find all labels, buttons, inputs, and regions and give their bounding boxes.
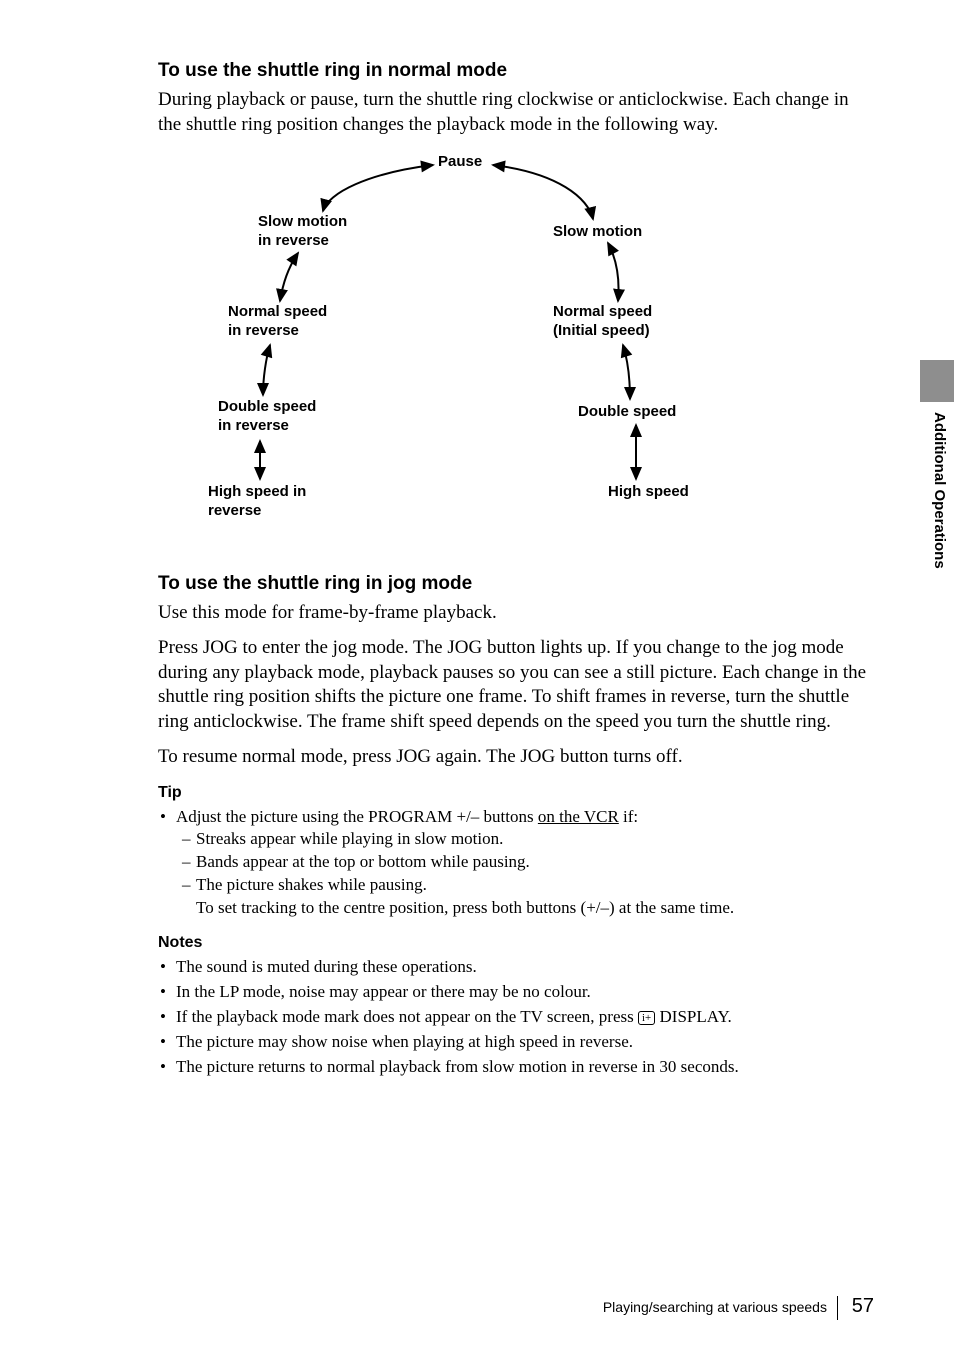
tip-sub-plain: To set tracking to the centre position, …: [176, 897, 874, 920]
display-icon: i+: [638, 1011, 655, 1025]
diagram-arrows: [158, 153, 878, 553]
notes-heading: Notes: [158, 934, 874, 952]
tip-text-post: if:: [619, 807, 638, 826]
para-jog-2: Press JOG to enter the jog mode. The JOG…: [158, 636, 874, 735]
notes-item-3: If the playback mode mark does not appea…: [158, 1006, 874, 1029]
tip-sub-3: The picture shakes while pausing.: [176, 874, 874, 897]
tip-item: Adjust the picture using the PROGRAM +/–…: [158, 806, 874, 921]
heading-normal-mode: To use the shuttle ring in normal mode: [158, 60, 874, 82]
tip-text-pre: Adjust the picture using the PROGRAM +/–…: [176, 807, 538, 826]
heading-jog-mode: To use the shuttle ring in jog mode: [158, 573, 874, 595]
notes-item-4: The picture may show noise when playing …: [158, 1031, 874, 1054]
notes-list: The sound is muted during these operatio…: [158, 956, 874, 1079]
para-normal-mode: During playback or pause, turn the shutt…: [158, 88, 874, 137]
notes-item-2: In the LP mode, noise may appear or ther…: [158, 981, 874, 1004]
tip-text-underline: on the VCR: [538, 807, 619, 826]
notes-3-post: DISPLAY.: [655, 1007, 732, 1026]
footer-divider: [837, 1296, 838, 1320]
tip-sub-1: Streaks appear while playing in slow mot…: [176, 828, 874, 851]
tip-heading: Tip: [158, 784, 874, 802]
page-footer: Playing/searching at various speeds 57: [603, 1295, 874, 1320]
tip-list: Adjust the picture using the PROGRAM +/–…: [158, 806, 874, 921]
notes-item-1: The sound is muted during these operatio…: [158, 956, 874, 979]
side-tab: [920, 360, 954, 402]
tip-sub-2: Bands appear at the top or bottom while …: [176, 851, 874, 874]
footer-text: Playing/searching at various speeds: [603, 1299, 827, 1315]
para-jog-1: Use this mode for frame-by-frame playbac…: [158, 601, 874, 626]
para-jog-3: To resume normal mode, press JOG again. …: [158, 745, 874, 770]
notes-item-5: The picture returns to normal playback f…: [158, 1056, 874, 1079]
side-label: Additional Operations: [931, 412, 948, 569]
notes-3-pre: If the playback mode mark does not appea…: [176, 1007, 638, 1026]
shuttle-diagram: Pause Slow motion in reverse Slow motion…: [158, 153, 874, 553]
page-number: 57: [852, 1295, 874, 1317]
